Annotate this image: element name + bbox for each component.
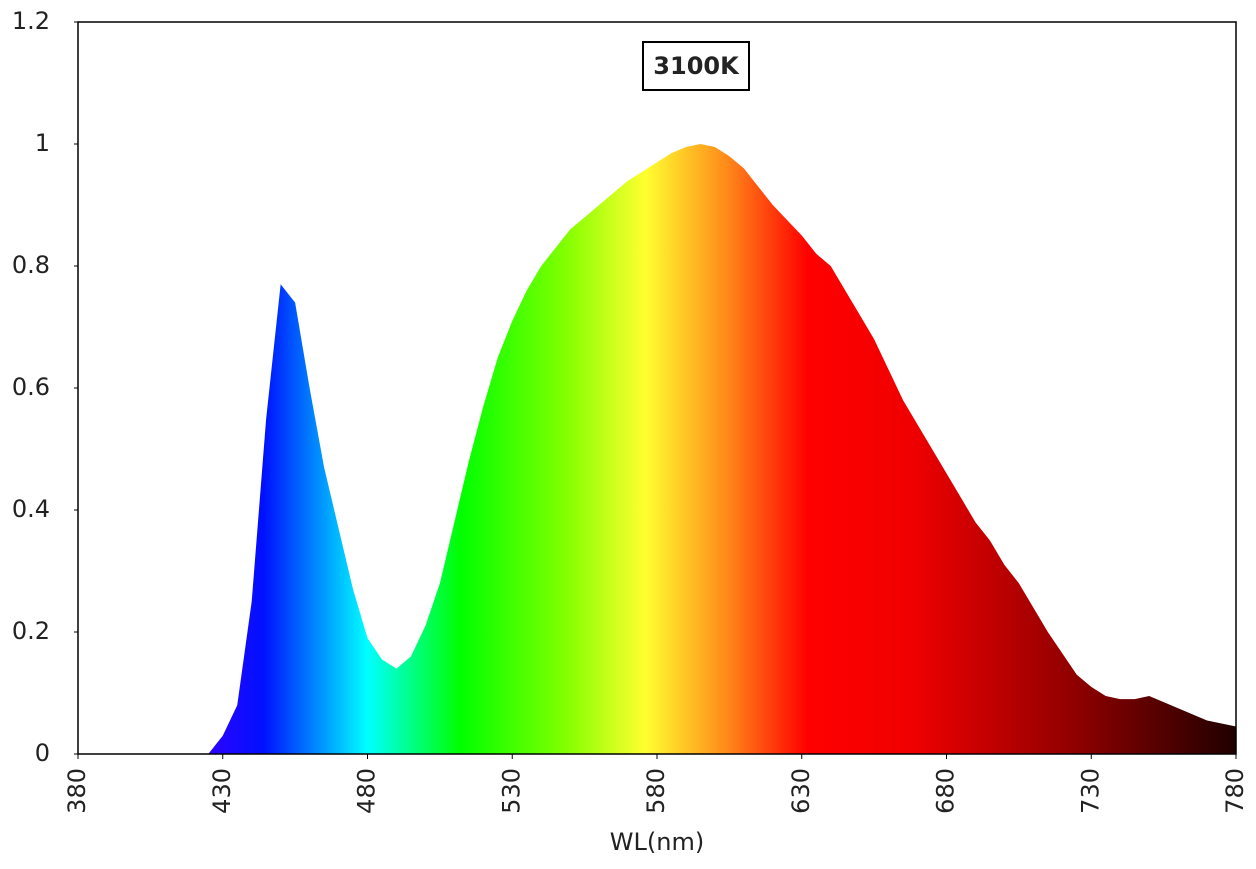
y-tick-label: 1.2 [12, 7, 50, 35]
chart-title: 3100K [653, 52, 740, 80]
y-tick-label: 0 [35, 739, 50, 767]
x-tick-label: 680 [932, 768, 960, 814]
y-tick-label: 1 [35, 129, 50, 157]
x-tick-label: 480 [353, 768, 381, 814]
title-box [642, 41, 750, 91]
y-tick-label: 0.2 [12, 617, 50, 645]
spectrum-area [78, 144, 1236, 754]
x-tick-label: 730 [1076, 768, 1104, 814]
x-tick-label: 530 [497, 768, 525, 814]
x-tick-label: 780 [1221, 768, 1249, 814]
x-tick-label: 380 [63, 768, 91, 814]
y-tick-label: 0.8 [12, 251, 50, 279]
y-tick-label: 0.4 [12, 495, 50, 523]
y-tick-label: 0.6 [12, 373, 50, 401]
x-tick-label: 430 [208, 768, 236, 814]
x-tick-label: 630 [787, 768, 815, 814]
x-axis-label: WL(nm) [610, 828, 704, 856]
x-tick-label: 580 [642, 768, 670, 814]
